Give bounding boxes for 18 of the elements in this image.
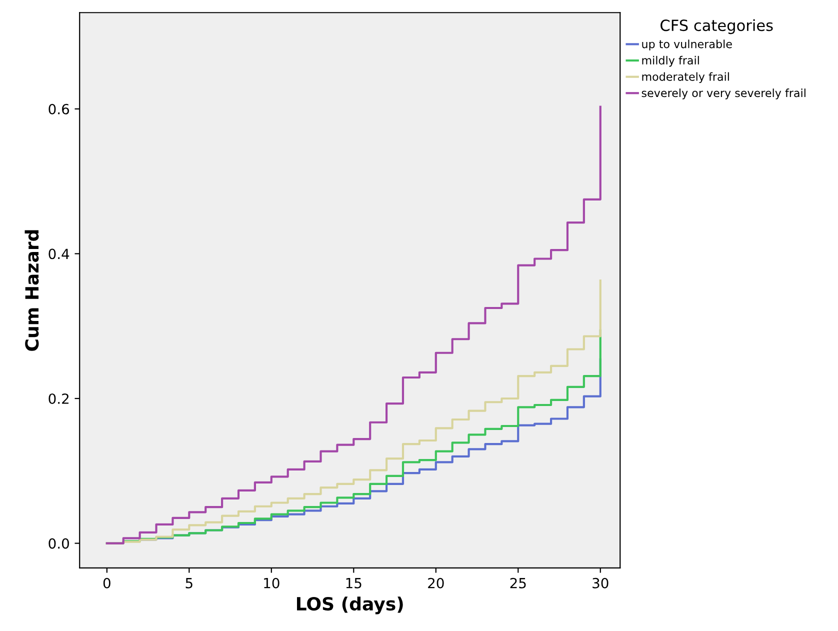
x-tick-label: 15: [346, 578, 362, 588]
y-tick-label: 0.2: [48, 393, 68, 404]
x-tick-label: 30: [592, 578, 608, 588]
legend-label: mildly frail: [642, 56, 699, 67]
legend-label: severely or very severely frail: [642, 88, 806, 100]
x-axis-title: LOS (days): [296, 596, 403, 614]
y-tick-label: 0.6: [48, 104, 70, 114]
y-tick-label: 0.0: [48, 538, 69, 549]
x-tick-label: 10: [264, 578, 280, 588]
y-axis-title: Cum Hazard: [24, 230, 39, 351]
x-tick-label: 25: [510, 578, 526, 588]
legend-label: moderately frail: [642, 72, 729, 83]
y-tick-label: 0.4: [48, 248, 70, 260]
legend-title: CFS categories: [660, 19, 773, 34]
legend-label: up to vulnerable: [642, 40, 732, 50]
x-tick-label: 20: [428, 578, 444, 588]
x-tick-label: 0: [103, 578, 110, 588]
x-tick-label: 5: [186, 578, 192, 588]
